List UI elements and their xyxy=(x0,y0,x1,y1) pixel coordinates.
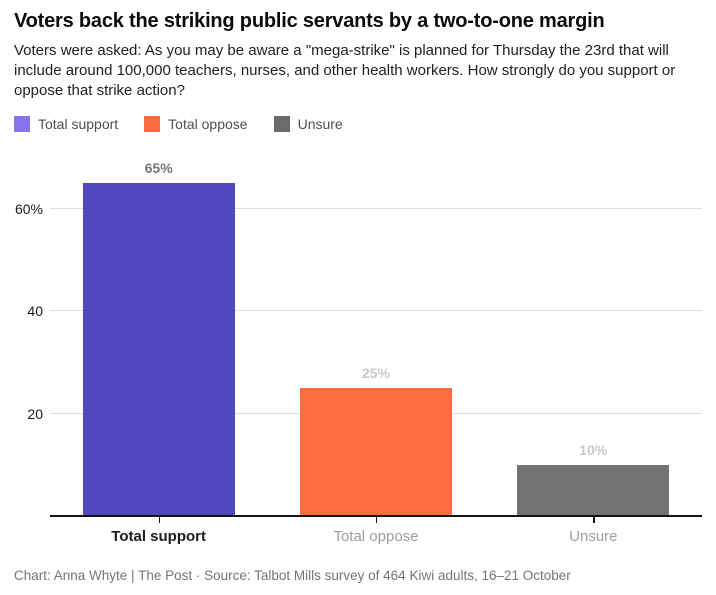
bar-columns: 65% 25% 10% xyxy=(50,147,702,523)
chart-attribution: Chart: Anna Whyte | The Post · Source: T… xyxy=(14,568,571,583)
gridline xyxy=(50,207,702,209)
x-axis-label-total-support: Total support xyxy=(111,528,207,545)
bar-unsure[interactable] xyxy=(517,464,670,516)
y-axis-tick-label: 20 xyxy=(27,405,43,422)
y-axis-tick-label: 40 xyxy=(27,303,43,319)
legend-swatch-total-support xyxy=(14,116,30,132)
legend-swatch-total-oppose xyxy=(144,116,161,132)
chart-subtitle: Voters were asked: As you may be aware a… xyxy=(14,42,676,99)
x-axis-tick-mark xyxy=(375,517,378,523)
gridline xyxy=(50,310,702,311)
plot-area: 60% 40 20 65% 25% 10% xyxy=(15,147,702,523)
x-axis-label-total-oppose: Total oppose xyxy=(333,528,419,545)
x-axis-tick-mark xyxy=(158,517,161,523)
bar-value-label: 10% xyxy=(579,441,608,458)
bar-value-label: 25% xyxy=(361,364,390,381)
x-axis-label-unsure: Unsure xyxy=(569,528,618,545)
y-axis-tick-label: 60% xyxy=(14,200,43,217)
bar-column-total-oppose: 25% xyxy=(267,147,484,523)
x-axis-tick-mark xyxy=(593,517,595,523)
x-axis-line xyxy=(50,515,702,517)
chart-legend: Total support Total oppose Unsure xyxy=(14,116,702,132)
legend-item-total-oppose: Total oppose xyxy=(144,116,248,132)
legend-item-total-support: Total support xyxy=(14,116,118,132)
legend-label: Unsure xyxy=(297,116,343,132)
bar-column-unsure: 10% xyxy=(485,147,702,523)
x-axis-labels: Total support Total oppose Unsure xyxy=(50,516,702,546)
legend-item-unsure: Unsure xyxy=(273,116,343,132)
chart-title: Voters back the striking public servants… xyxy=(14,10,605,32)
legend-label: Total oppose xyxy=(168,116,248,132)
bar-value-label: 65% xyxy=(144,159,173,176)
legend-label: Total support xyxy=(38,116,119,132)
bar-total-support[interactable] xyxy=(82,182,235,516)
bar-column-total-support: 65% xyxy=(50,147,267,523)
legend-swatch-unsure xyxy=(273,116,290,132)
bar-total-oppose[interactable] xyxy=(299,387,453,516)
